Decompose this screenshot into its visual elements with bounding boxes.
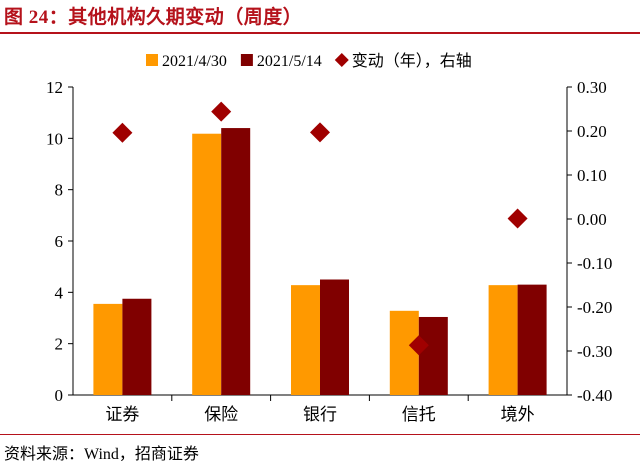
x-tick-label: 境外 <box>501 405 535 424</box>
title-divider <box>0 32 640 34</box>
chart-title: 图 24：其他机构久期变动（周度） <box>4 7 303 28</box>
left-tick-label: 4 <box>55 283 64 302</box>
bar-1 <box>93 303 123 395</box>
bar-2 <box>320 279 349 395</box>
right-tick-label: -0.20 <box>577 298 612 317</box>
bar-2 <box>221 128 251 396</box>
change-diamond <box>310 122 330 143</box>
right-tick-label: 0.10 <box>577 166 607 185</box>
source-divider <box>0 434 640 435</box>
x-tick-label: 信托 <box>402 405 436 424</box>
legend-label-1: 2021/4/30 <box>162 53 227 70</box>
legend-diamond <box>334 53 349 67</box>
change-diamond <box>408 335 429 356</box>
source-note: 资料来源：Wind，招商证券 <box>4 446 199 463</box>
bar-1 <box>291 285 320 395</box>
change-diamond <box>211 101 232 122</box>
left-tick-label: 10 <box>46 129 63 148</box>
left-tick-label: 2 <box>55 335 64 354</box>
right-tick-label: -0.10 <box>577 254 612 273</box>
legend-swatch-2 <box>240 54 253 66</box>
left-tick-label: 12 <box>46 78 63 97</box>
right-tick-label: -0.40 <box>577 386 612 405</box>
bar-2 <box>517 284 547 395</box>
legend-swatch-1 <box>146 54 158 66</box>
legend-label-change: 变动（年），右轴 <box>352 52 472 70</box>
change-diamond <box>507 208 528 229</box>
x-tick-label: 银行 <box>303 405 337 424</box>
left-tick-label: 6 <box>55 232 64 251</box>
bar-2 <box>418 316 448 395</box>
change-diamond <box>112 122 133 143</box>
legend-label-2: 2021/5/14 <box>257 53 322 70</box>
right-tick-label: -0.30 <box>577 342 612 361</box>
bar-1 <box>389 310 419 395</box>
right-tick-label: 0.20 <box>577 122 607 141</box>
left-tick-label: 0 <box>55 386 64 405</box>
right-tick-label: 0.30 <box>577 78 607 97</box>
right-tick-label: 0.00 <box>577 210 607 229</box>
bar-1 <box>192 133 222 396</box>
bar-1 <box>488 285 518 395</box>
x-tick-label: 保险 <box>204 405 238 424</box>
x-tick-label: 证券 <box>105 405 139 424</box>
bar-2 <box>122 298 152 395</box>
left-tick-label: 8 <box>55 181 64 200</box>
